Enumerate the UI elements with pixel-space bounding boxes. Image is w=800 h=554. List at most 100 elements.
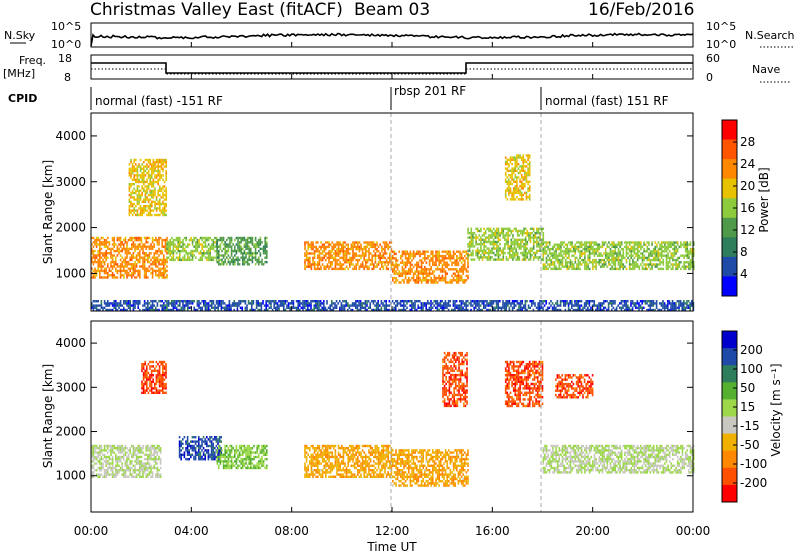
power-cell <box>230 308 232 312</box>
power-cell <box>334 245 337 249</box>
power-cell <box>131 263 133 266</box>
power-cell <box>160 187 163 190</box>
power-cell <box>617 247 620 251</box>
power-cell <box>524 165 526 168</box>
power-cell <box>355 245 357 249</box>
power-cell <box>456 250 458 253</box>
power-cell <box>595 241 597 244</box>
power-cell <box>588 245 591 249</box>
power-cell <box>190 236 192 240</box>
power-cell <box>625 308 627 312</box>
power-cell <box>95 308 98 312</box>
power-cell <box>548 243 551 246</box>
power-cell <box>193 236 195 240</box>
power-cell <box>630 300 632 303</box>
power-cell <box>599 304 602 307</box>
power-cell <box>134 236 136 240</box>
power-cell <box>385 306 387 309</box>
power-cell <box>119 304 122 307</box>
power-cell <box>470 300 472 303</box>
power-cell <box>512 191 515 194</box>
power-cell <box>673 245 676 249</box>
power-cell <box>649 254 652 257</box>
power-cell <box>422 302 424 305</box>
power-cell <box>244 300 247 303</box>
power-cell <box>488 236 490 239</box>
power-cell <box>161 276 163 279</box>
power-cell <box>356 306 359 309</box>
power-cell <box>143 176 145 179</box>
power-cell <box>543 304 546 307</box>
power-cell <box>535 306 538 309</box>
power-cell <box>240 241 242 244</box>
power-cell <box>193 245 195 248</box>
power-cell <box>636 302 639 305</box>
power-cell <box>239 300 242 303</box>
power-cell <box>143 161 145 164</box>
power-cell <box>130 185 132 188</box>
power-cell <box>162 194 164 197</box>
power-cell <box>133 209 135 212</box>
power-cell <box>616 245 618 249</box>
power-cell <box>625 267 628 271</box>
power-cell <box>315 247 317 251</box>
power-cell <box>183 249 186 253</box>
power-cell <box>312 258 314 262</box>
power-cell <box>512 254 514 257</box>
power-cell <box>211 243 213 246</box>
power-cell <box>242 258 244 262</box>
power-cell <box>641 265 644 268</box>
power-cell <box>503 308 506 312</box>
power-cell <box>414 272 416 275</box>
power-cell <box>444 250 447 253</box>
power-cell <box>411 252 413 256</box>
power-cell <box>550 247 553 251</box>
power-cell <box>211 306 213 309</box>
power-cell <box>141 187 143 190</box>
power-cell <box>309 245 311 249</box>
power-cell <box>144 198 147 201</box>
power-cell <box>537 227 540 230</box>
power-cell <box>256 260 258 264</box>
power-cell <box>161 241 163 244</box>
power-cell <box>196 243 199 246</box>
power-cell <box>232 243 234 246</box>
power-cell <box>149 194 151 197</box>
power-cell <box>231 304 234 307</box>
power-cell <box>295 308 298 312</box>
power-cell <box>491 302 493 305</box>
power-cell <box>147 172 150 175</box>
power-cell <box>344 245 346 249</box>
power-cell <box>317 263 319 266</box>
power-cell <box>216 241 218 244</box>
power-cell <box>582 261 585 264</box>
power-cell <box>365 250 367 253</box>
power-cell <box>487 304 490 307</box>
power-cell <box>163 161 166 164</box>
power-cell <box>136 198 139 201</box>
power-cell <box>656 250 658 253</box>
power-cell <box>155 265 157 268</box>
power-cell <box>127 306 130 309</box>
nave-tick-top: 60 <box>706 52 720 65</box>
power-cell <box>158 263 160 266</box>
power-cell <box>491 236 493 239</box>
power-cell <box>518 229 521 233</box>
power-cell <box>404 250 407 253</box>
power-cell <box>408 276 410 280</box>
power-cell <box>134 304 136 307</box>
power-cell <box>503 302 506 305</box>
power-cell <box>345 304 347 307</box>
power-cell <box>167 241 170 244</box>
power-cell <box>135 254 138 257</box>
power-cell <box>673 258 676 262</box>
power-cell <box>169 241 171 244</box>
power-cell <box>144 196 147 199</box>
power-cell <box>152 169 155 173</box>
power-cell <box>553 261 556 264</box>
power-cell <box>577 263 580 266</box>
power-cell <box>419 252 421 256</box>
power-cell <box>258 263 260 266</box>
power-cell <box>325 267 327 271</box>
power-cell <box>680 254 682 257</box>
